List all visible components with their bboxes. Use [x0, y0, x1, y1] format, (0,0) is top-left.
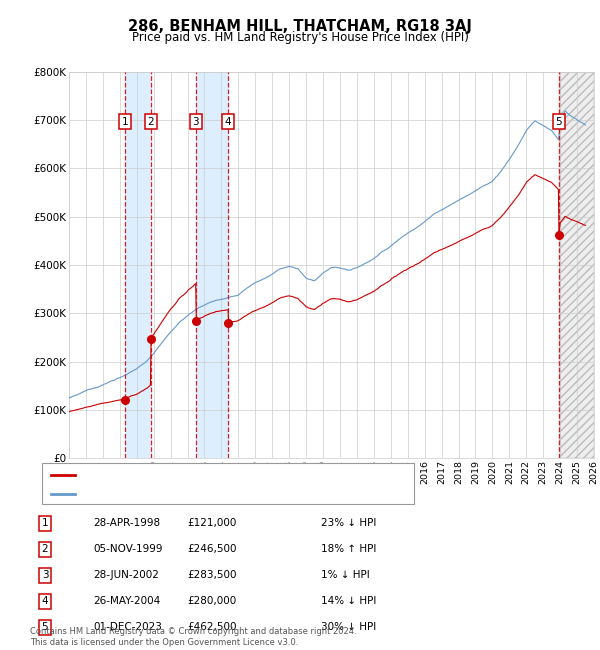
- Text: 26-MAY-2004: 26-MAY-2004: [93, 596, 160, 606]
- Text: 4: 4: [225, 117, 232, 127]
- Bar: [125, 72, 151, 458]
- Text: 18% ↑ HPI: 18% ↑ HPI: [321, 544, 376, 554]
- Text: 5: 5: [556, 117, 562, 127]
- Text: 30% ↓ HPI: 30% ↓ HPI: [321, 622, 376, 632]
- Bar: [196, 72, 228, 458]
- Text: £283,500: £283,500: [187, 570, 237, 580]
- Text: £462,500: £462,500: [187, 622, 237, 632]
- Text: Price paid vs. HM Land Registry's House Price Index (HPI): Price paid vs. HM Land Registry's House …: [131, 31, 469, 44]
- Text: 28-APR-1998: 28-APR-1998: [93, 518, 160, 528]
- Text: 01-DEC-2023: 01-DEC-2023: [93, 622, 162, 632]
- Text: 5: 5: [41, 622, 49, 632]
- Text: £246,500: £246,500: [187, 544, 237, 554]
- Bar: [559, 72, 594, 458]
- Text: 1: 1: [41, 518, 49, 528]
- Text: 23% ↓ HPI: 23% ↓ HPI: [321, 518, 376, 528]
- Text: 286, BENHAM HILL, THATCHAM, RG18 3AJ (detached house): 286, BENHAM HILL, THATCHAM, RG18 3AJ (de…: [80, 470, 378, 480]
- Text: 28-JUN-2002: 28-JUN-2002: [93, 570, 159, 580]
- Text: 1% ↓ HPI: 1% ↓ HPI: [321, 570, 370, 580]
- Text: Contains HM Land Registry data © Crown copyright and database right 2024.
This d: Contains HM Land Registry data © Crown c…: [30, 627, 356, 647]
- Text: 2: 2: [41, 544, 49, 554]
- Text: 3: 3: [193, 117, 199, 127]
- Text: 3: 3: [41, 570, 49, 580]
- Text: 4: 4: [41, 596, 49, 606]
- Text: £121,000: £121,000: [188, 518, 237, 528]
- Text: 286, BENHAM HILL, THATCHAM, RG18 3AJ: 286, BENHAM HILL, THATCHAM, RG18 3AJ: [128, 20, 472, 34]
- Text: £280,000: £280,000: [188, 596, 237, 606]
- Text: 1: 1: [122, 117, 128, 127]
- Text: HPI: Average price, detached house, West Berkshire: HPI: Average price, detached house, West…: [80, 489, 339, 499]
- Text: 2: 2: [148, 117, 154, 127]
- Text: 05-NOV-1999: 05-NOV-1999: [93, 544, 163, 554]
- Text: 14% ↓ HPI: 14% ↓ HPI: [321, 596, 376, 606]
